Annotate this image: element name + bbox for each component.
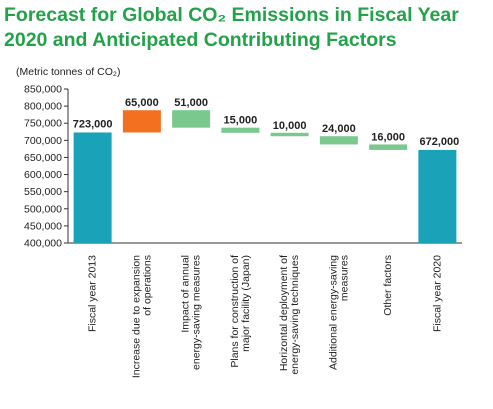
bar-8: [418, 149, 457, 243]
chart-title-line-1: Forecast for Global CO₂ Emissions in Fis…: [4, 4, 459, 26]
unit-label: (Metric tonnes of CO₂): [16, 66, 121, 78]
y-tick-label: 450,000: [24, 220, 62, 232]
category-label-5-line-1: Horizontal deployment of: [278, 255, 290, 371]
category-label-1: Fiscal year 2013: [87, 255, 99, 332]
chart-title: Forecast for Global CO₂ Emissions in Fis…: [4, 3, 489, 53]
bar-4: [221, 127, 260, 133]
category-label-7: Other factors: [382, 255, 394, 316]
bar-7: [369, 144, 408, 150]
bar-1: [73, 132, 112, 243]
category-label-5-line-2: energy-saving techniques: [289, 255, 301, 375]
data-label-7: 16,000: [371, 131, 405, 143]
y-tick-label: 800,000: [24, 101, 62, 113]
category-label-6-line-1: Additional energy-saving: [327, 255, 339, 370]
category-label-6-line-2: measures: [338, 255, 350, 301]
y-tick-label: 850,000: [24, 84, 62, 96]
category-labels-group: Fiscal year 2013 Increase due to expansio…: [87, 255, 444, 378]
y-tick-label: 700,000: [24, 135, 62, 147]
bar-3: [172, 110, 211, 128]
category-label-3-line-2: energy-saving measures: [191, 255, 203, 370]
category-label-4-line-1: Plans for construction of: [229, 255, 241, 368]
y-tick-label: 550,000: [24, 186, 62, 198]
bar-6: [319, 136, 358, 145]
category-label-3-line-1: Impact of annual: [180, 255, 192, 333]
data-label-3: 51,000: [174, 97, 208, 109]
y-tick-label: 400,000: [24, 238, 62, 250]
bar-5: [270, 132, 309, 137]
y-axis: 400,000 450,000 500,000 550,000 600,000 650,0…: [24, 84, 462, 250]
data-label-2: 65,000: [125, 97, 159, 109]
data-label-6: 24,000: [322, 123, 356, 135]
data-label-1: 723,000: [73, 118, 113, 130]
category-label-8: Fiscal year 2020: [431, 255, 443, 332]
data-label-5: 10,000: [273, 120, 307, 132]
category-label-2-line-1: Increase due to expansion: [130, 255, 142, 378]
chart-title-line-2: 2020 and Anticipated Contributing Factor…: [4, 29, 397, 51]
bars-group: [73, 110, 457, 243]
category-label-2-line-2: of operations: [141, 255, 153, 316]
y-tick-label: 500,000: [24, 203, 62, 215]
bar-2: [122, 110, 161, 133]
category-label-4-line-2: major facility (Japan): [240, 255, 252, 352]
y-tick-label: 750,000: [24, 118, 62, 130]
y-tick-label: 600,000: [24, 169, 62, 181]
data-label-4: 15,000: [224, 115, 258, 127]
data-label-8: 672,000: [419, 136, 459, 148]
data-labels-group: 723,000 65,000 51,000 15,000 10,000 24,000 16,…: [73, 97, 460, 148]
y-tick-label: 650,000: [24, 152, 62, 164]
